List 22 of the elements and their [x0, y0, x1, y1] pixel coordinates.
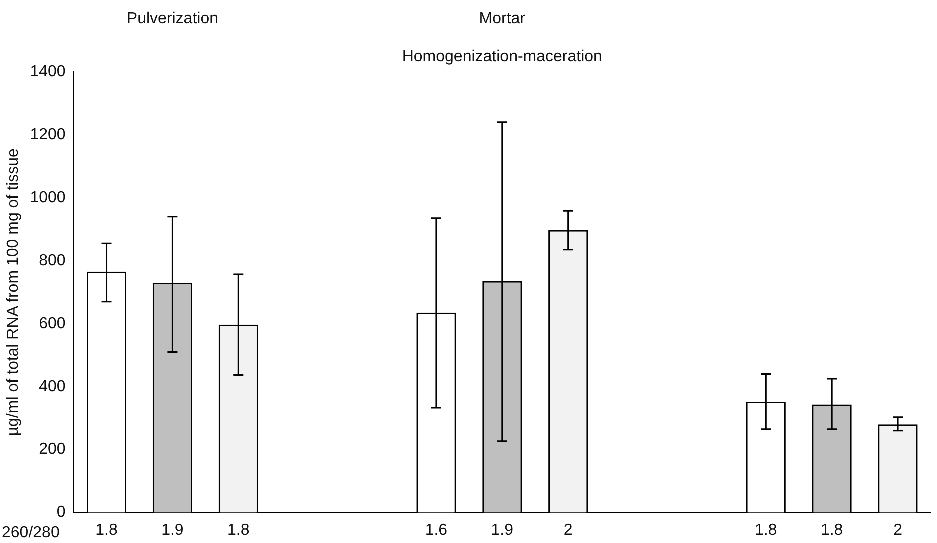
y-tick-label: 800	[39, 252, 66, 270]
y-tick-label: 400	[39, 378, 66, 396]
text: Mortar	[479, 10, 526, 28]
text: 260/280	[2, 524, 60, 542]
y-tick-label: 1000	[30, 189, 66, 206]
text: Pulverization	[126, 10, 219, 28]
x-tick-label: 1.8	[820, 522, 844, 539]
x-tick-label: 1.8	[228, 522, 250, 539]
chart-title: Homogenization-maceration	[402, 48, 602, 66]
y-tick-label: 200	[39, 441, 66, 458]
x-tick-label: 1.9	[491, 522, 514, 539]
x-tick-label: 2	[894, 522, 903, 539]
y-tick-label: 600	[39, 315, 66, 332]
x-tick-label: 1.6	[425, 522, 448, 539]
y-tick-label: 1200	[30, 126, 66, 144]
x-tick-label: 1.8	[96, 522, 118, 539]
y-tick-label: 0	[56, 504, 66, 522]
x-tick-label: 2	[564, 522, 573, 539]
y-axis-title: µg/ml of total RNA from 100 mg of tissue	[5, 148, 22, 436]
x-tick-label: 1.8	[755, 522, 778, 539]
y-tick-label: 1400	[30, 63, 66, 80]
x-tick-label: 1.9	[162, 522, 184, 539]
